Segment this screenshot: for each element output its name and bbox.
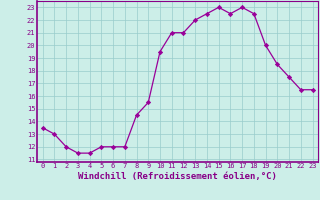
X-axis label: Windchill (Refroidissement éolien,°C): Windchill (Refroidissement éolien,°C) [78,172,277,181]
